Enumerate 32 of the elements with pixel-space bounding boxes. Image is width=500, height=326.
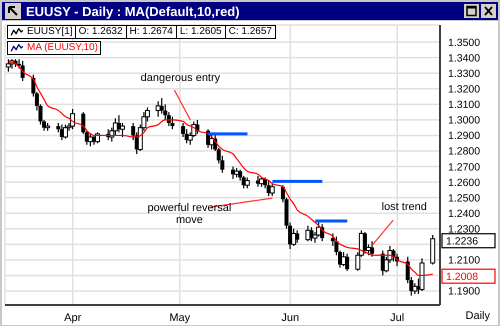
x-tick-label: Apr: [64, 312, 82, 324]
x-tick-label: Jul: [390, 312, 404, 324]
y-tick-label: 1.2100: [448, 254, 480, 267]
annotation: H: 1.2674: [126, 25, 177, 39]
legend-label: EUUSY[1]: [27, 26, 73, 38]
y-tick-label: 1.2500: [448, 192, 480, 204]
y-tick-label: 1.3500: [448, 36, 480, 49]
y-tick-label: 1.3300: [448, 68, 480, 80]
y-tick-label: 1.2400: [448, 208, 480, 220]
annotation: powerful reversal move: [148, 202, 232, 226]
series-label: MA (EUUSY,10): [27, 42, 98, 54]
y-tick-label: 1.3200: [448, 84, 480, 96]
annotation: L: 1.2605: [176, 25, 226, 39]
chart-title: EUUSY - Daily : MA(Default,10,red): [26, 4, 240, 18]
y-tick-label: 1.2300: [448, 224, 480, 236]
y-tick-label: 1.3100: [448, 99, 480, 112]
y-tick-label: 1.3400: [448, 52, 480, 64]
y-tick-label: 1.2600: [448, 176, 480, 189]
annotation: 1.2008: [446, 271, 478, 284]
y-tick-label: 1.2900: [448, 130, 480, 142]
x-tick-label: Jun: [281, 312, 300, 324]
annotation: dangerous entry: [140, 72, 221, 84]
annotation: O: 1.2632: [76, 25, 126, 39]
x-tick-label: May: [169, 312, 191, 324]
y-tick-label: 1.3000: [448, 114, 480, 127]
y-tick-label: 1.1900: [448, 286, 480, 298]
annotation: 1.2236: [446, 236, 478, 248]
y-tick-label: 1.2800: [448, 146, 480, 158]
annotation: lost trend: [382, 201, 427, 214]
y-tick-label: 1.2700: [448, 161, 480, 174]
annotation: C: 1.2657: [226, 25, 276, 39]
x-axis-title: Daily: [466, 310, 490, 322]
